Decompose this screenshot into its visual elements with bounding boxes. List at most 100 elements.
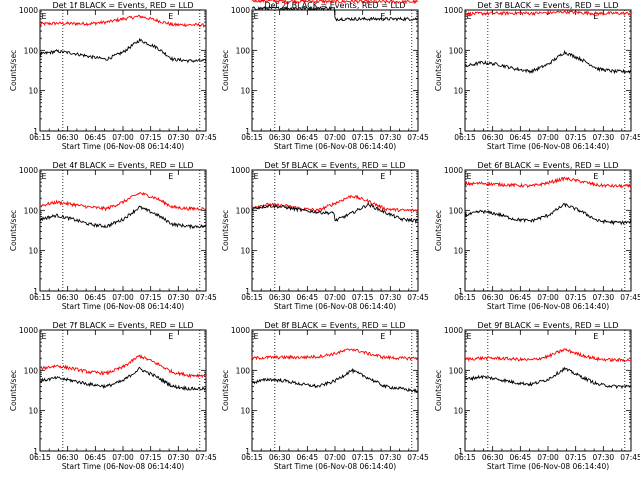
x-axis-label: Start Time (06-Nov-08 06:14:40) (274, 142, 396, 151)
x-tick-label: 07:30 (168, 293, 190, 302)
y-tick-label: 1000 (231, 6, 250, 15)
x-tick-label: 06:15 (454, 453, 476, 462)
y-tick-label: 1 (458, 287, 463, 296)
x-tick-label: 07:30 (380, 133, 402, 142)
y-tick-label: 100 (449, 206, 464, 215)
y-tick-label: 1000 (19, 326, 38, 335)
y-tick-label: 10 (453, 87, 463, 96)
x-tick-label: 07:30 (593, 453, 615, 462)
x-tick-label: 07:30 (168, 453, 190, 462)
events-series-line (39, 205, 207, 230)
y-tick-label: 100 (24, 46, 39, 55)
y-tick-label: 1 (33, 447, 38, 456)
x-tick-label: 07:30 (168, 133, 190, 142)
y-tick-label: 1000 (231, 326, 250, 335)
x-tick-label: 07:15 (352, 133, 374, 142)
chart-panel-2: Det 2f BLACK = Events, RED = LLD 1 10 100 10… (221, 0, 429, 151)
x-tick-label: 07:30 (380, 453, 402, 462)
x-axis-label: Start Time (06-Nov-08 06:14:40) (274, 462, 396, 471)
x-tick-label: 07:15 (565, 293, 587, 302)
x-tick-label: 06:45 (297, 133, 319, 142)
event-marker-label: E (466, 172, 471, 181)
x-tick-label: 07:00 (112, 293, 134, 302)
chart-title: Det 3f BLACK = Events, RED = LLD (477, 1, 618, 10)
chart-title: Det 2f BLACK = Events, RED = LLD (264, 1, 405, 10)
chart-title: Det 6f BLACK = Events, RED = LLD (477, 161, 618, 170)
plot-frame (39, 329, 207, 452)
x-axis-label: Start Time (06-Nov-08 06:14:40) (487, 142, 609, 151)
x-tick-label: 07:15 (565, 133, 587, 142)
event-marker-label: E (253, 12, 258, 21)
y-tick-label: 100 (24, 366, 39, 375)
x-tick-label: 06:45 (510, 293, 532, 302)
plot-frame (39, 9, 207, 132)
chart-title: Det 9f BLACK = Events, RED = LLD (477, 321, 618, 330)
x-tick-label: 06:45 (510, 453, 532, 462)
events-series-line (251, 5, 419, 22)
x-tick-label: 06:15 (454, 293, 476, 302)
lld-series-line (464, 348, 632, 363)
chart-panel-8: Det 8f BLACK = Events, RED = LLD 1 10 100 10… (221, 321, 429, 471)
x-axis-label: Start Time (06-Nov-08 06:14:40) (62, 142, 184, 151)
y-tick-label: 1 (458, 127, 463, 136)
lld-series-line (464, 9, 632, 17)
events-series-line (39, 366, 207, 392)
x-tick-label: 06:30 (482, 133, 504, 142)
y-tick-label: 1 (245, 287, 250, 296)
event-marker-label: E (168, 12, 173, 21)
event-marker-label: E (593, 12, 598, 21)
x-tick-label: 06:15 (241, 453, 263, 462)
y-tick-label: 1000 (231, 166, 250, 175)
chart-title: Det 7f BLACK = Events, RED = LLD (52, 321, 193, 330)
y-axis-label: Counts/sec (434, 210, 443, 251)
x-tick-label: 06:15 (241, 133, 263, 142)
y-tick-label: 1 (33, 127, 38, 136)
x-tick-label: 07:00 (324, 293, 346, 302)
x-tick-label: 07:15 (352, 453, 374, 462)
x-tick-label: 07:15 (140, 293, 162, 302)
event-marker-label: E (380, 12, 385, 21)
event-marker-label: E (168, 172, 173, 181)
y-tick-label: 10 (453, 247, 463, 256)
chart-panel-1: Det 1f BLACK = Events, RED = LLD 1 10 100 10… (9, 1, 217, 151)
y-tick-label: 100 (449, 366, 464, 375)
x-tick-label: 06:45 (85, 133, 107, 142)
x-tick-label: 06:45 (85, 293, 107, 302)
event-marker-label: E (380, 172, 385, 181)
y-tick-label: 100 (449, 46, 464, 55)
lld-series-line (39, 191, 207, 212)
x-tick-label: 07:45 (620, 293, 640, 302)
chart-panel-3: Det 3f BLACK = Events, RED = LLD 1 10 100 10… (434, 1, 640, 151)
x-tick-label: 06:30 (57, 133, 79, 142)
events-series-line (251, 201, 419, 224)
x-tick-label: 06:30 (269, 293, 291, 302)
chart-title: Det 5f BLACK = Events, RED = LLD (264, 161, 405, 170)
x-tick-label: 06:30 (57, 453, 79, 462)
y-axis-label: Counts/sec (221, 50, 230, 91)
event-marker-label: E (466, 12, 471, 21)
y-tick-label: 100 (236, 46, 251, 55)
chart-panel-9: Det 9f BLACK = Events, RED = LLD 1 10 100 10… (434, 321, 640, 471)
chart-panel-4: Det 4f BLACK = Events, RED = LLD 1 10 100 10… (9, 161, 217, 311)
x-tick-label: 06:30 (57, 293, 79, 302)
x-tick-label: 07:15 (565, 453, 587, 462)
lld-series-line (251, 348, 419, 361)
x-tick-label: 06:30 (482, 293, 504, 302)
y-tick-label: 1 (245, 447, 250, 456)
event-marker-label: E (593, 332, 598, 341)
chart-title: Det 4f BLACK = Events, RED = LLD (52, 161, 193, 170)
x-tick-label: 07:45 (620, 133, 640, 142)
x-axis-label: Start Time (06-Nov-08 06:14:40) (487, 302, 609, 311)
y-tick-label: 1000 (444, 326, 463, 335)
events-series-line (464, 49, 632, 75)
y-tick-label: 10 (28, 407, 38, 416)
y-tick-label: 10 (240, 407, 250, 416)
x-tick-label: 06:15 (29, 133, 51, 142)
event-marker-label: E (253, 172, 258, 181)
plot-frame (251, 9, 419, 132)
event-marker-label: E (168, 332, 173, 341)
x-tick-label: 07:45 (407, 453, 429, 462)
x-tick-label: 07:45 (195, 133, 217, 142)
x-tick-label: 07:45 (407, 133, 429, 142)
x-axis-label: Start Time (06-Nov-08 06:14:40) (62, 302, 184, 311)
